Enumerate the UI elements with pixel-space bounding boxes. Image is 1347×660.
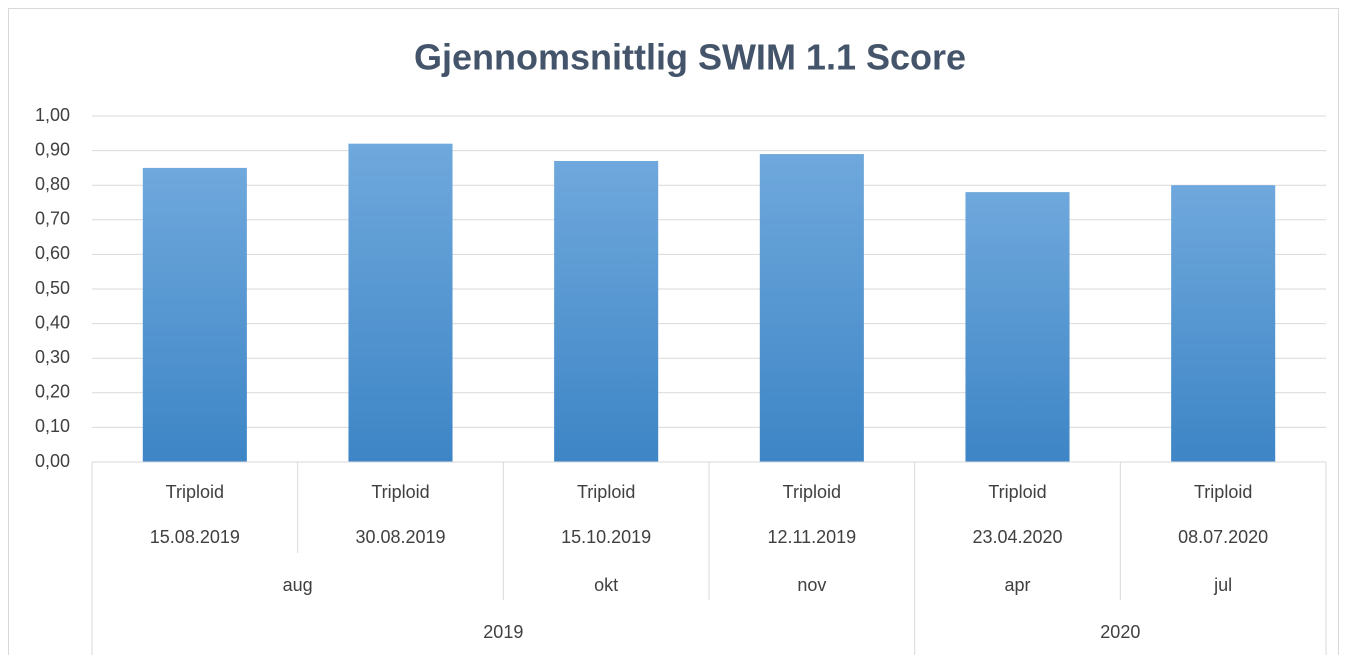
x-tick-label: Triploid xyxy=(371,482,429,502)
bar xyxy=(348,143,453,462)
date-label: 30.08.2019 xyxy=(355,527,445,547)
bar xyxy=(965,192,1070,462)
month-label: jul xyxy=(1213,575,1232,595)
y-tick-label: 0,90 xyxy=(35,139,70,159)
month-label: okt xyxy=(594,575,618,595)
y-tick-label: 0,50 xyxy=(35,278,70,298)
y-tick-label: 0,70 xyxy=(35,209,70,229)
bar xyxy=(554,160,659,463)
y-tick-label: 0,60 xyxy=(35,243,70,263)
y-tick-label: 0,10 xyxy=(35,416,70,436)
y-tick-label: 0,20 xyxy=(35,382,70,402)
x-tick-label: Triploid xyxy=(783,482,841,502)
date-label: 15.08.2019 xyxy=(150,527,240,547)
x-tick-label: Triploid xyxy=(166,482,224,502)
y-tick-label: 1,00 xyxy=(35,105,70,125)
month-label: apr xyxy=(1004,575,1030,595)
y-tick-label: 0,80 xyxy=(35,174,70,194)
year-label: 2019 xyxy=(483,622,523,642)
date-label: 12.11.2019 xyxy=(767,527,856,547)
date-label: 23.04.2020 xyxy=(972,527,1062,547)
x-tick-label: Triploid xyxy=(1194,482,1252,502)
x-tick-label: Triploid xyxy=(988,482,1046,502)
y-tick-label: 0,00 xyxy=(35,451,70,471)
month-label: aug xyxy=(283,575,313,595)
x-tick-label: Triploid xyxy=(577,482,635,502)
chart-title: Gjennomsnittlig SWIM 1.1 Score xyxy=(414,37,966,78)
bar xyxy=(142,167,247,462)
bar xyxy=(759,154,864,462)
month-label: nov xyxy=(797,575,826,595)
y-tick-label: 0,40 xyxy=(35,312,70,332)
date-label: 15.10.2019 xyxy=(561,527,651,547)
date-label: 08.07.2020 xyxy=(1178,527,1268,547)
year-label: 2020 xyxy=(1100,622,1140,642)
y-tick-label: 0,30 xyxy=(35,347,70,367)
bar xyxy=(1171,185,1276,462)
